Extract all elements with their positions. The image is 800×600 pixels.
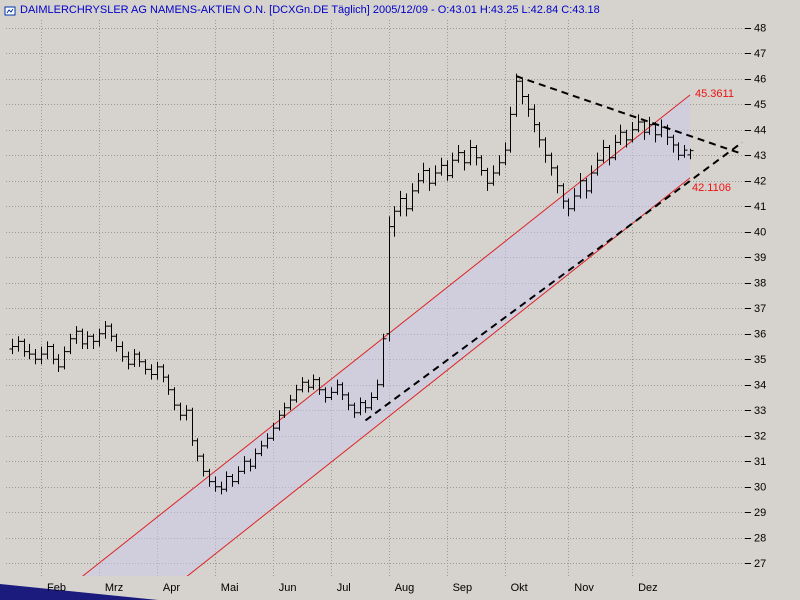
channel-upper-label: 45.3611 bbox=[695, 88, 734, 100]
chart-title: DAIMLERCHRYSLER AG NAMENS-AKTIEN O.N. [D… bbox=[20, 4, 600, 16]
x-axis-label: Mai bbox=[221, 582, 239, 594]
x-axis-label: Feb bbox=[47, 582, 66, 594]
x-axis-label: Mrz bbox=[105, 582, 123, 594]
y-axis-label: 43 bbox=[754, 150, 766, 162]
y-axis-label: 30 bbox=[754, 482, 766, 494]
y-axis-label: 41 bbox=[754, 201, 766, 213]
trendline-support-ascending bbox=[364, 141, 743, 422]
y-axis-label: 35 bbox=[754, 354, 766, 366]
x-axis-label: Aug bbox=[395, 582, 415, 594]
y-axis-label: 36 bbox=[754, 329, 766, 341]
trendline-resistance-descending bbox=[515, 75, 743, 155]
y-axis-label: 32 bbox=[754, 431, 766, 443]
y-axis-label: 39 bbox=[754, 252, 766, 264]
x-axis-label: Okt bbox=[511, 582, 528, 594]
y-axis-label: 45 bbox=[754, 99, 766, 111]
y-axis-label: 46 bbox=[754, 74, 766, 86]
channel-lower-label: 42.1106 bbox=[692, 182, 731, 194]
channel-upper-line bbox=[82, 94, 691, 576]
y-axis-label: 34 bbox=[754, 380, 766, 392]
grid-horizontal bbox=[6, 28, 746, 564]
x-axis-label: Jul bbox=[337, 582, 351, 594]
ohlc-bars bbox=[9, 73, 694, 495]
grid-vertical bbox=[41, 20, 633, 576]
y-axis-label: 27 bbox=[754, 558, 766, 570]
x-axis-label: Nov bbox=[574, 582, 594, 594]
x-axis-label: Sep bbox=[453, 582, 473, 594]
y-axis-label: 38 bbox=[754, 278, 766, 290]
chart-header: DAIMLERCHRYSLER AG NAMENS-AKTIEN O.N. [D… bbox=[4, 3, 600, 17]
y-axis-label: 42 bbox=[754, 176, 766, 188]
y-axis-label: 40 bbox=[754, 227, 766, 239]
channel-lower-line bbox=[186, 177, 691, 576]
x-axis-label: Apr bbox=[163, 582, 180, 594]
y-axis-label: 33 bbox=[754, 405, 766, 417]
y-axis-label: 48 bbox=[754, 23, 766, 35]
y-axis-ticks bbox=[745, 28, 751, 564]
y-axis-label: 47 bbox=[754, 48, 766, 60]
x-axis-label: Jun bbox=[279, 582, 297, 594]
y-axis-label: 37 bbox=[754, 303, 766, 315]
y-axis-label: 44 bbox=[754, 125, 766, 137]
trend-channel-fill bbox=[82, 94, 690, 576]
y-axis-label: 29 bbox=[754, 507, 766, 519]
bottom-left-wedge bbox=[0, 584, 158, 600]
x-axis-label: Dez bbox=[638, 582, 658, 594]
chart-window-icon bbox=[4, 4, 16, 16]
y-axis-label: 31 bbox=[754, 456, 766, 468]
y-axis-label: 28 bbox=[754, 533, 766, 545]
